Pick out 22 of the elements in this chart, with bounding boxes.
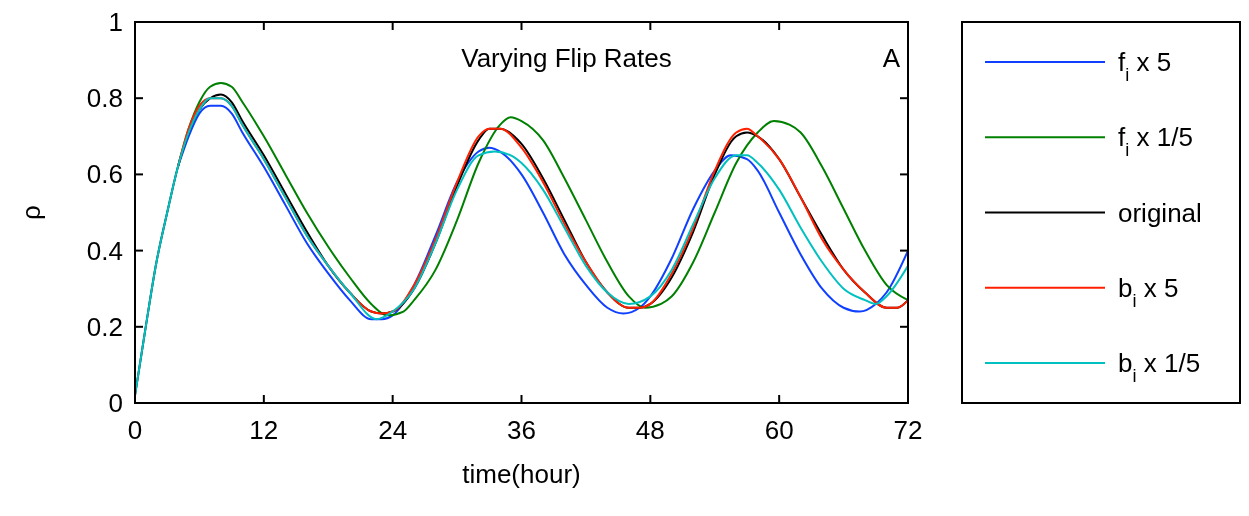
text: Varying Flip Rates: [461, 43, 672, 73]
x-tick-label: 72: [893, 415, 923, 445]
legend-label: f$_{i}$ x 5: [1118, 47, 1172, 85]
y-tick-label: 1: [108, 7, 123, 37]
legend-label: f$_{i}$ x 1/5: [1118, 122, 1193, 161]
y-tick-label: 0.8: [86, 83, 123, 114]
x-tick-label: 12: [249, 415, 279, 445]
y-axis-title: ρ: [16, 205, 46, 220]
x-tick-label: 24: [378, 415, 408, 445]
x-tick-label: 60: [764, 415, 794, 445]
x-tick-label: 0: [127, 415, 143, 445]
y-tick-label: 0.4: [86, 235, 123, 266]
legend-label: b$_{i}$ x 1/5: [1118, 348, 1201, 386]
x-axis-title: time(hour): [462, 459, 581, 489]
legend-label: b$_{i}$ x 5: [1118, 272, 1179, 311]
legend-label: original: [1118, 197, 1202, 228]
annotation: A: [882, 43, 901, 73]
x-tick-label: 36: [507, 415, 536, 445]
x-tick-label: 48: [635, 415, 665, 445]
y-tick-label: 0.2: [86, 311, 123, 342]
y-tick-label: 0.6: [86, 159, 123, 190]
y-tick-label: 0: [108, 388, 123, 418]
